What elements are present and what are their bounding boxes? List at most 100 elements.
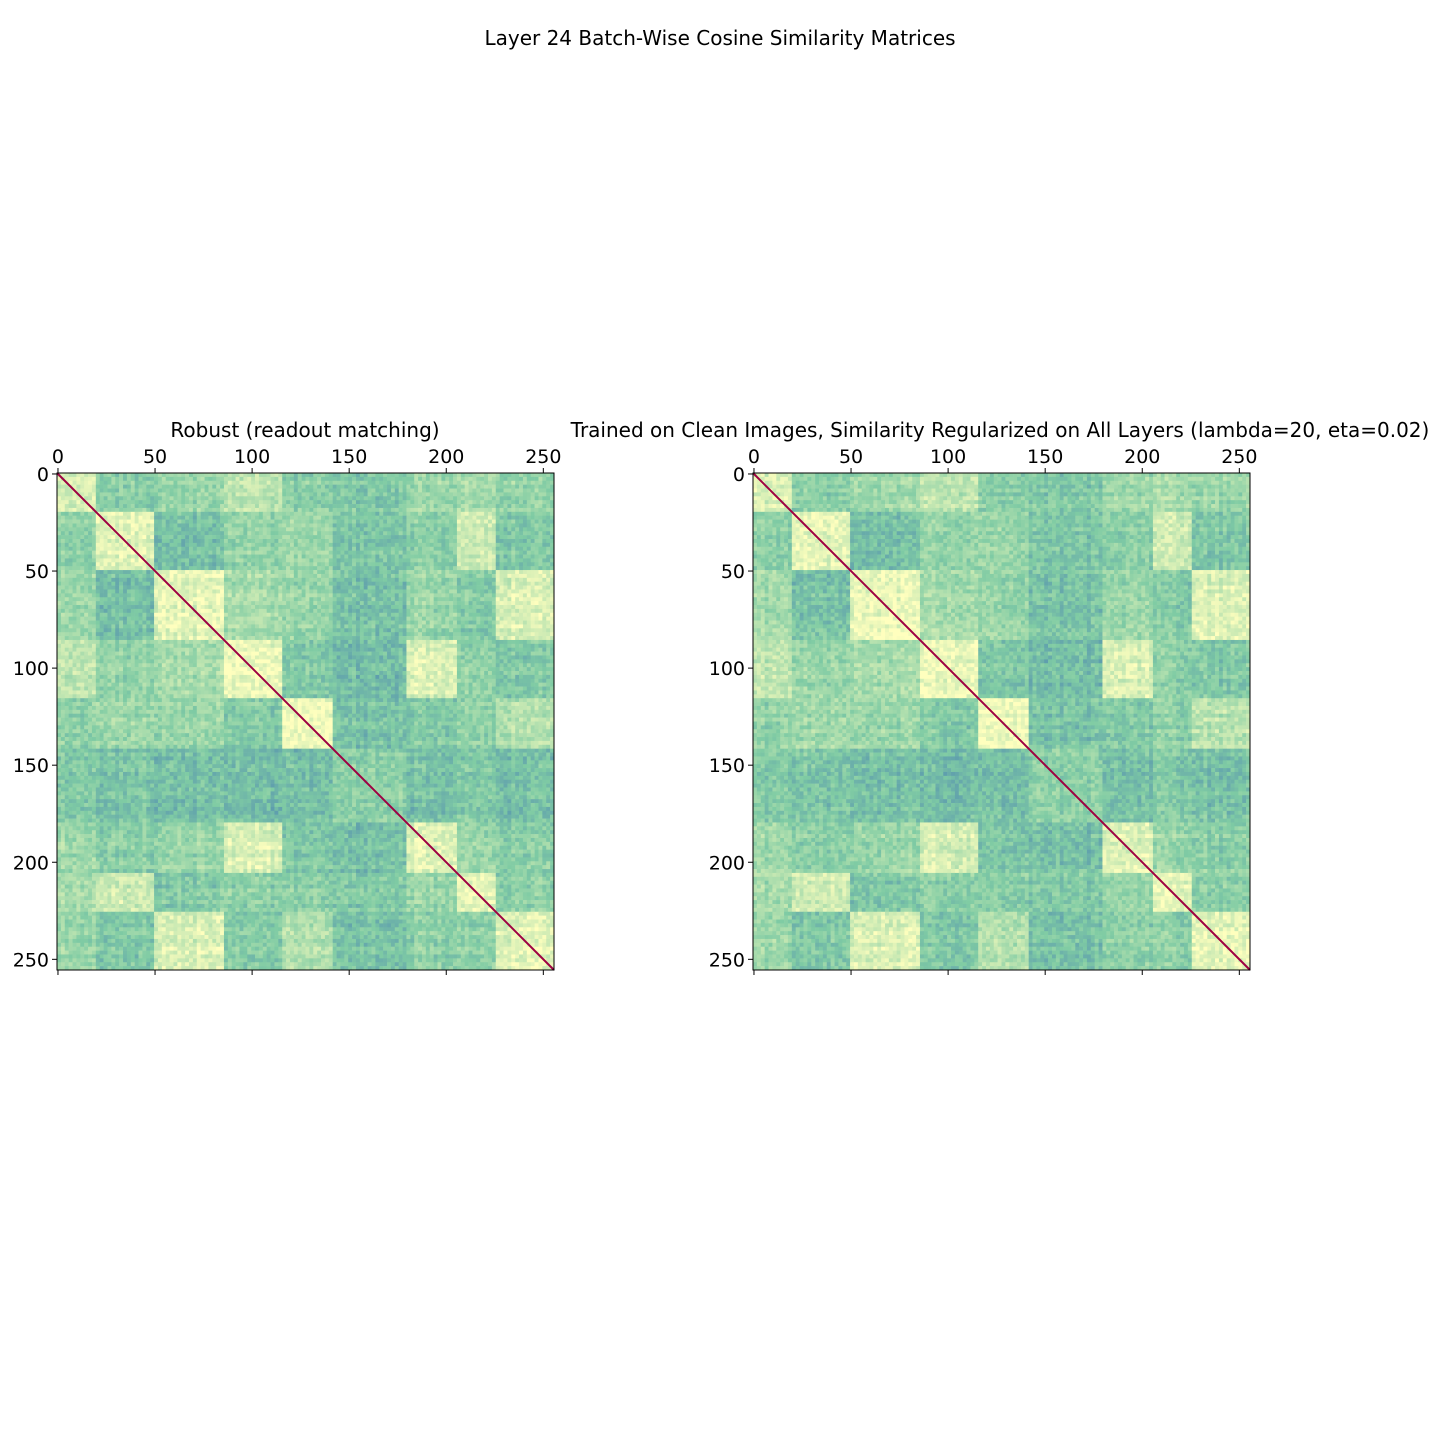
heatmap-cell	[390, 620, 396, 625]
heatmap-cell	[550, 531, 555, 536]
heatmap-cell	[154, 558, 159, 563]
heatmap-cell	[243, 515, 248, 520]
heatmap-cell	[371, 496, 376, 501]
heatmap-cell	[278, 515, 283, 520]
heatmap-cell	[538, 511, 543, 517]
heatmap-cell	[511, 597, 516, 602]
heatmap-cell	[223, 539, 229, 544]
heatmap-cell	[266, 616, 271, 621]
heatmap-cell	[266, 492, 271, 497]
heatmap-cell	[355, 535, 361, 540]
heatmap-cell	[503, 519, 508, 524]
heatmap-cell	[375, 535, 380, 540]
heatmap-cell	[282, 554, 287, 559]
heatmap-cell	[169, 566, 174, 571]
heatmap-cell	[270, 511, 275, 517]
heatmap-cell	[484, 585, 489, 590]
heatmap-cell	[534, 500, 539, 505]
heatmap-cell	[371, 515, 376, 520]
heatmap-cell	[476, 581, 481, 586]
heatmap-cell	[154, 492, 159, 497]
heatmap-cell	[138, 593, 143, 598]
heatmap-cell	[410, 496, 415, 501]
heatmap-cell	[449, 601, 454, 606]
heatmap-cell	[185, 484, 190, 489]
heatmap-cell	[130, 581, 135, 586]
heatmap-cell	[542, 519, 547, 524]
heatmap-cell	[445, 577, 450, 583]
heatmap-cell	[111, 562, 116, 567]
heatmap-cell	[522, 550, 528, 555]
heatmap-cell	[235, 496, 240, 501]
heatmap-cell	[185, 531, 190, 536]
heatmap-cell	[57, 566, 62, 571]
heatmap-cell	[305, 523, 310, 528]
heatmap-cell	[522, 546, 528, 551]
heatmap-cell	[324, 581, 330, 586]
heatmap-cell	[375, 612, 380, 617]
heatmap-cell	[363, 484, 368, 489]
heatmap-cell	[526, 504, 531, 509]
heatmap-cell	[107, 515, 112, 520]
heatmap-cell	[394, 539, 399, 544]
heatmap-cell	[130, 519, 135, 524]
heatmap-cell	[317, 476, 322, 482]
heatmap-cell	[348, 546, 353, 551]
heatmap-cell	[398, 616, 403, 621]
heatmap-cell	[414, 573, 419, 579]
heatmap-cell	[460, 539, 465, 544]
heatmap-cell	[270, 577, 275, 583]
heatmap-cell	[375, 473, 380, 478]
heatmap-cell	[88, 593, 93, 598]
heatmap-cell	[88, 581, 93, 586]
heatmap-cell	[227, 488, 233, 493]
heatmap-cell	[68, 473, 73, 478]
heatmap-cell	[80, 597, 85, 602]
heatmap-cell	[107, 605, 112, 610]
heatmap-cell	[472, 480, 477, 485]
heatmap-cell	[344, 519, 349, 524]
heatmap-cell	[212, 473, 217, 478]
heatmap-cell	[515, 612, 520, 617]
heatmap-cell	[99, 605, 104, 610]
heatmap-cell	[484, 570, 489, 575]
heatmap-cell	[239, 562, 244, 567]
heatmap-cell	[142, 605, 147, 610]
heatmap-cell	[134, 480, 139, 485]
heatmap-cell	[437, 507, 442, 513]
heatmap-cell	[243, 577, 248, 583]
heatmap-cell	[421, 515, 427, 520]
heatmap-cell	[220, 601, 225, 606]
heatmap-cell	[453, 531, 458, 536]
heatmap-cell	[161, 519, 167, 524]
heatmap-cell	[204, 511, 209, 517]
heatmap-cell	[255, 496, 260, 501]
heatmap-cell	[177, 527, 182, 532]
heatmap-cell	[235, 539, 240, 544]
heatmap-cell	[387, 558, 392, 563]
heatmap-cell	[119, 539, 124, 544]
heatmap-cell	[282, 527, 287, 532]
heatmap-cell	[472, 500, 477, 505]
heatmap-cell	[472, 504, 477, 509]
heatmap-cell	[495, 507, 500, 513]
heatmap-cell	[196, 488, 201, 493]
heatmap-cell	[107, 535, 112, 540]
heatmap-cell	[418, 620, 423, 625]
heatmap-cell	[177, 577, 182, 583]
heatmap-cell	[468, 511, 473, 517]
heatmap-cell	[161, 484, 167, 489]
heatmap-cell	[142, 496, 147, 501]
heatmap-cell	[445, 527, 450, 532]
heatmap-cell	[220, 566, 225, 571]
heatmap-cell	[181, 605, 186, 610]
heatmap-cell	[134, 605, 139, 610]
heatmap-cell	[340, 519, 345, 524]
heatmap-cell	[111, 511, 116, 517]
heatmap-cell	[150, 562, 155, 567]
heatmap-cell	[200, 511, 205, 517]
heatmap-cell	[196, 593, 201, 598]
heatmap-cell	[363, 519, 368, 524]
heatmap-cell	[247, 554, 252, 559]
heatmap-cell	[487, 601, 493, 606]
